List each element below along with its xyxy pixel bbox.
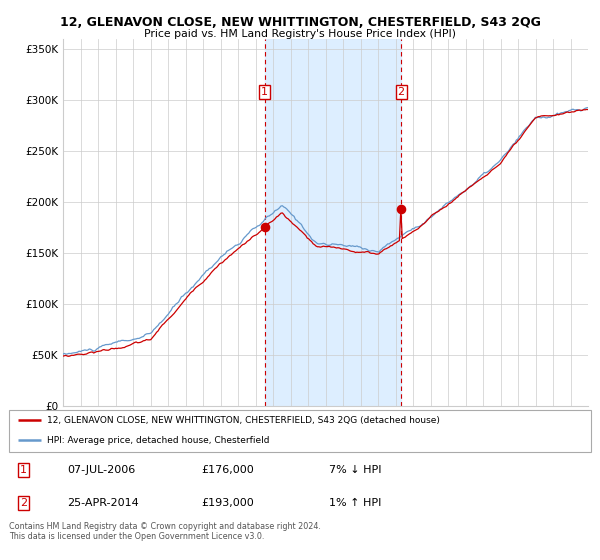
Text: 12, GLENAVON CLOSE, NEW WHITTINGTON, CHESTERFIELD, S43 2QG (detached house): 12, GLENAVON CLOSE, NEW WHITTINGTON, CHE… xyxy=(47,416,440,425)
Text: 7% ↓ HPI: 7% ↓ HPI xyxy=(329,465,382,474)
Text: Contains HM Land Registry data © Crown copyright and database right 2024.
This d: Contains HM Land Registry data © Crown c… xyxy=(9,522,321,542)
Text: £176,000: £176,000 xyxy=(201,465,254,474)
Text: 07-JUL-2006: 07-JUL-2006 xyxy=(67,465,136,474)
Text: Price paid vs. HM Land Registry's House Price Index (HPI): Price paid vs. HM Land Registry's House … xyxy=(144,29,456,39)
Text: £193,000: £193,000 xyxy=(201,498,254,508)
Text: 1: 1 xyxy=(261,87,268,97)
Text: 2: 2 xyxy=(20,498,27,508)
Text: 1: 1 xyxy=(20,465,27,474)
Text: 25-APR-2014: 25-APR-2014 xyxy=(67,498,139,508)
Point xyxy=(396,205,406,214)
Text: 1% ↑ HPI: 1% ↑ HPI xyxy=(329,498,382,508)
Text: 12, GLENAVON CLOSE, NEW WHITTINGTON, CHESTERFIELD, S43 2QG: 12, GLENAVON CLOSE, NEW WHITTINGTON, CHE… xyxy=(59,16,541,29)
Text: 2: 2 xyxy=(398,87,404,97)
Bar xyxy=(265,39,401,406)
Point xyxy=(260,222,269,231)
Text: HPI: Average price, detached house, Chesterfield: HPI: Average price, detached house, Ches… xyxy=(47,436,269,445)
FancyBboxPatch shape xyxy=(9,410,591,452)
